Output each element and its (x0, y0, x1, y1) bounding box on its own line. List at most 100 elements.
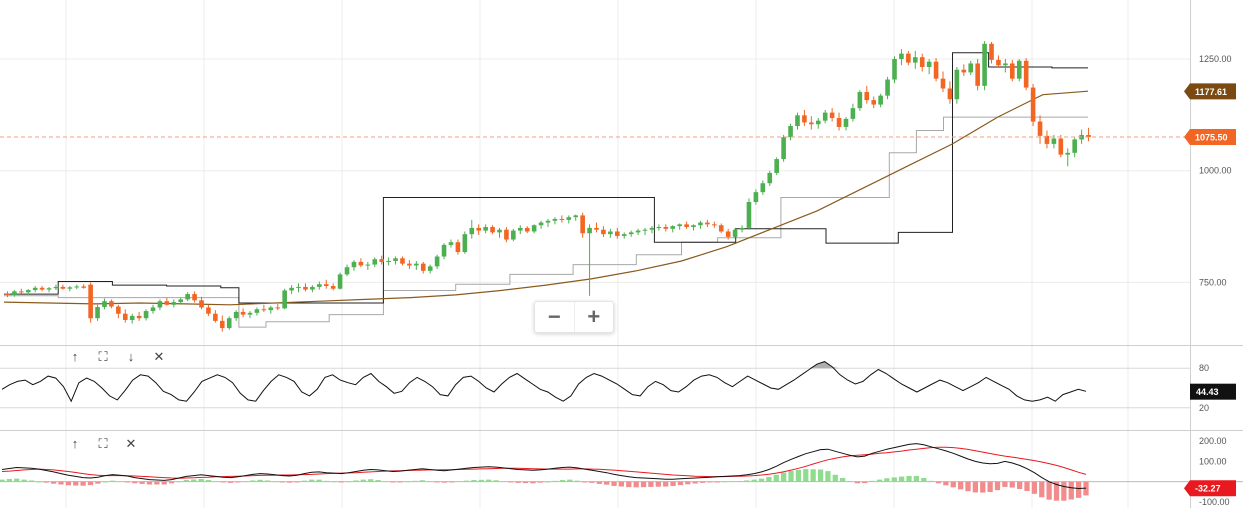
candle-up (441, 244, 447, 257)
macd-histogram-bar (456, 481, 462, 483)
candle-down (136, 315, 142, 319)
macd-histogram-bar (146, 481, 153, 485)
zoom-in-button[interactable]: + (573, 302, 614, 332)
candle-down (1030, 87, 1036, 122)
macd-histogram-bar (95, 481, 101, 484)
candle-up (102, 301, 107, 308)
candle-up (774, 159, 779, 173)
candle-down (947, 88, 953, 100)
macd-histogram-bar (604, 481, 610, 485)
macd-histogram-bar (655, 481, 661, 487)
trailing-stop-line-lower (4, 116, 1088, 328)
candle-down (1058, 138, 1064, 155)
candle-up (12, 291, 17, 295)
candle-up (545, 220, 551, 223)
rsi-overbought-fill (809, 361, 840, 369)
macd-histogram-bar (522, 481, 529, 484)
candle-up (1065, 152, 1071, 155)
move-up-icon[interactable]: ↑ (71, 349, 79, 364)
macd-histogram-bar (515, 481, 521, 483)
macd-histogram-bar (368, 479, 374, 482)
maximize-icon[interactable]: ⛶ (98, 436, 108, 451)
macd-histogram-bar (316, 479, 322, 482)
candle-down (989, 43, 994, 60)
candle-up (247, 312, 253, 315)
candle-up (268, 307, 274, 311)
candle-up (635, 230, 641, 233)
macd-histogram-bar (272, 481, 278, 483)
candle-up (982, 43, 987, 86)
candle-down (88, 284, 93, 319)
macd-histogram-bar (132, 481, 138, 484)
macd-histogram-bar (729, 481, 735, 483)
candle-down (996, 59, 1001, 66)
macd-histogram-bar (751, 479, 757, 482)
macd-histogram-bar (390, 481, 396, 483)
candle-down (504, 229, 509, 240)
macd-tick-label: -100.00 (1199, 497, 1230, 507)
candle-down (323, 284, 329, 287)
candle-up (351, 261, 357, 268)
move-up-icon[interactable]: ↑ (71, 436, 79, 451)
candle-up (337, 274, 343, 289)
candle-down (705, 222, 710, 225)
candle-up (822, 112, 828, 121)
macd-histogram-bar (500, 481, 507, 483)
macd-histogram-bar (43, 481, 49, 483)
candle-up (760, 183, 766, 193)
macd-histogram-bar (264, 480, 271, 482)
candle-down (836, 117, 842, 127)
macd-histogram-bar (463, 480, 470, 482)
move-down-icon[interactable]: ↓ (127, 349, 135, 364)
close-icon[interactable]: ✕ (153, 349, 165, 364)
macd-histogram-bar (309, 479, 315, 482)
candle-down (940, 78, 946, 89)
candle-down (684, 224, 689, 228)
macd-histogram-bar (633, 481, 639, 488)
candle-down (19, 291, 24, 293)
candle-up (1003, 63, 1008, 66)
macd-histogram-bar (825, 471, 831, 482)
macd-histogram-bar (913, 475, 920, 482)
candle-down (718, 225, 724, 232)
candle-up (1051, 138, 1057, 144)
macd-histogram-bar (965, 481, 971, 492)
macd-histogram-bar (1024, 481, 1030, 491)
macd-histogram-bar (758, 478, 765, 482)
candle-up (517, 227, 523, 231)
macd-tick-label: 200.00 (1199, 436, 1227, 446)
macd-histogram-bar (552, 480, 558, 482)
candle-up (815, 120, 821, 125)
macd-histogram-bar (478, 479, 484, 482)
candle-down (490, 227, 495, 233)
macd-histogram-bar (545, 481, 551, 483)
candle-up (372, 259, 378, 265)
candle-down (1086, 134, 1091, 138)
macd-histogram-bar (537, 481, 543, 483)
candle-up (767, 172, 773, 184)
macd-histogram-bar (471, 480, 477, 482)
macd-histogram-bar (906, 475, 912, 482)
close-icon[interactable]: ✕ (125, 436, 137, 451)
candle-down (122, 313, 128, 320)
candle-up (926, 61, 932, 68)
candle-up (753, 192, 759, 202)
macd-histogram-bar (994, 481, 1001, 491)
macd-histogram-bar (891, 477, 897, 482)
candle-up (573, 215, 579, 218)
zoom-out-button[interactable]: − (547, 304, 561, 329)
macd-histogram-bar (921, 478, 927, 482)
macd-histogram-bar (404, 481, 411, 483)
macd-histogram-bar (795, 469, 802, 482)
macd-histogram-bar (707, 481, 713, 483)
maximize-icon[interactable]: ⛶ (98, 349, 108, 364)
candle-up (67, 287, 73, 289)
candle-down (712, 224, 717, 226)
candle-down (303, 286, 308, 290)
macd-histogram-bar (161, 481, 167, 485)
macd-histogram-bar (589, 481, 595, 483)
macd-histogram-bar (286, 481, 293, 483)
candle-up (850, 108, 856, 119)
candle-down (164, 301, 170, 305)
